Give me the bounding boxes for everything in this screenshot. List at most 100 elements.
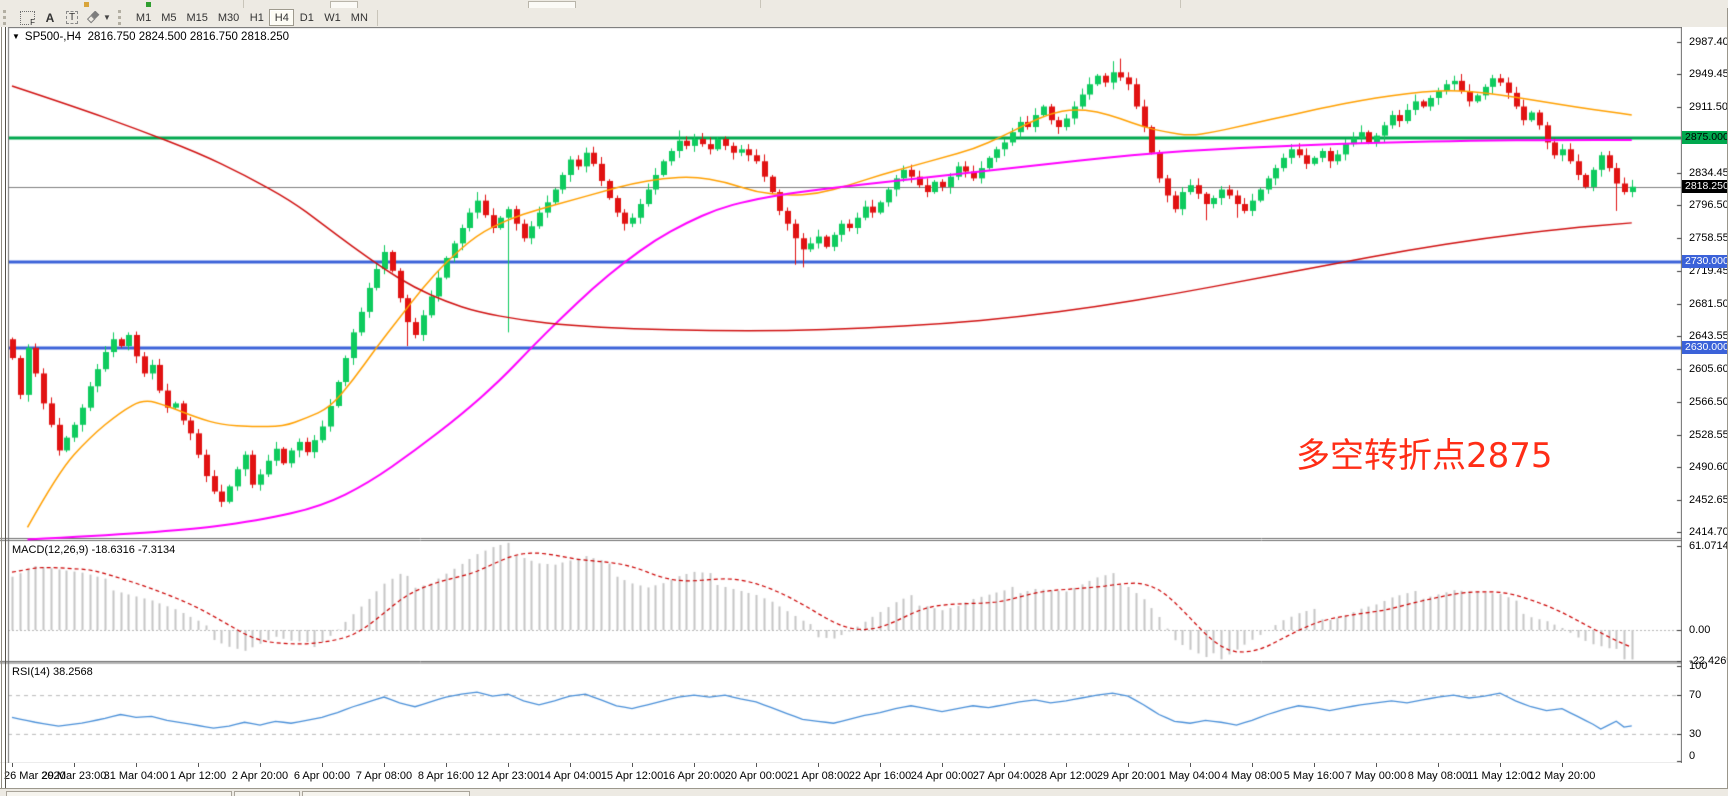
time-axis-label: 20 Apr 00:00 <box>724 770 788 782</box>
rsi-tick-label: 100 <box>1689 660 1708 672</box>
time-axis-tick <box>1190 763 1191 767</box>
time-axis-label: 31 Mar 04:00 <box>103 770 169 782</box>
clipped-icon <box>146 2 151 7</box>
time-axis-tick <box>880 763 881 767</box>
timeframe-button-w1[interactable]: W1 <box>319 9 346 26</box>
timeframe-button-h1[interactable]: H1 <box>244 9 269 26</box>
time-axis-tick <box>570 763 571 767</box>
time-axis-label: 16 Apr 20:00 <box>662 770 726 782</box>
label-tool-button[interactable]: T <box>61 9 83 26</box>
clipped-lower-panel <box>0 788 1728 796</box>
boxed-t-icon: T <box>65 11 79 24</box>
shapes-tool-button[interactable]: ▼ <box>83 9 115 26</box>
time-axis-label: 7 May 00:00 <box>1345 770 1407 782</box>
time-axis-label: 11 May 12:00 <box>1467 770 1533 782</box>
time-axis-tick <box>1252 763 1253 767</box>
time-axis-tick <box>136 763 137 767</box>
toolbar-separator <box>760 0 761 8</box>
time-axis-label: 6 Apr 00:00 <box>293 770 351 782</box>
toolbar-separator <box>243 0 244 8</box>
time-axis-label: 8 Apr 16:00 <box>417 770 475 782</box>
clipped-panel-segment <box>302 791 470 796</box>
grid-f-icon: F <box>20 10 35 27</box>
price-tick-label: 2490.600 <box>1689 461 1728 474</box>
price-tick-label: 2758.550 <box>1689 231 1728 244</box>
price-tick-label: 2949.450 <box>1689 68 1728 81</box>
price-tick-label: 2605.600 <box>1689 362 1728 375</box>
chart-title: ▼ SP500-,H4 2816.750 2824.500 2816.750 28… <box>12 31 289 43</box>
time-axis-tick <box>1500 763 1501 767</box>
price-badge: 2630.000 <box>1682 340 1728 354</box>
time-axis-tick <box>1066 763 1067 767</box>
time-axis-label: 14 Apr 04:00 <box>538 770 602 782</box>
window-edge <box>1 27 2 788</box>
time-axis-label: 28 Apr 12:00 <box>1034 770 1098 782</box>
time-axis-tick <box>1562 763 1563 767</box>
time-axis-label: 29 Mar 23:00 <box>41 770 107 782</box>
macd-tick-label: -22.4269 <box>1689 654 1728 667</box>
time-axis-label: 29 Apr 20:00 <box>1096 770 1160 782</box>
time-axis-label: 2 Apr 20:00 <box>231 770 289 782</box>
price-badge: 2818.250 <box>1682 179 1728 193</box>
price-badge: 2875.000 <box>1682 131 1728 145</box>
clipped-button <box>528 1 576 8</box>
shapes-icon <box>87 11 101 24</box>
price-tick-label: 2834.450 <box>1689 166 1728 179</box>
price-tick-label: 2796.500 <box>1689 199 1728 212</box>
price-tick-label: 2719.450 <box>1689 265 1728 278</box>
timeframe-button-m30[interactable]: M30 <box>213 9 244 26</box>
timeframe-button-d1[interactable]: D1 <box>294 9 319 26</box>
timeframe-button-m1[interactable]: M1 <box>131 9 156 26</box>
chevron-down-icon: ▼ <box>12 32 20 41</box>
toolbar-separator <box>1180 0 1181 8</box>
time-axis-label: 22 Apr 16:00 <box>848 770 912 782</box>
timeframe-button-m15[interactable]: M15 <box>181 9 212 26</box>
time-axis-tick <box>260 763 261 767</box>
rsi-pane-label: RSI(14) 38.2568 <box>12 666 93 678</box>
clipped-icon <box>84 2 89 7</box>
time-axis-label: 12 May 20:00 <box>1528 770 1596 782</box>
time-axis-tick <box>632 763 633 767</box>
timeframe-button-h4[interactable]: H4 <box>269 9 295 26</box>
window-edge <box>5 27 6 788</box>
timeframe-group: M1 M5 M15 M30 H1 H4 D1 W1 MN <box>131 9 373 26</box>
toolbar-grip[interactable] <box>117 10 128 25</box>
chart-window: ▼ SP500-,H4 2816.750 2824.500 2816.750 28… <box>0 27 1728 788</box>
time-axis-label: 21 Apr 08:00 <box>786 770 850 782</box>
time-axis-label: 7 Apr 08:00 <box>355 770 413 782</box>
time-axis-tick <box>1314 763 1315 767</box>
time-axis-tick <box>322 763 323 767</box>
price-tick-label: 2911.500 <box>1689 100 1728 113</box>
symbol-timeframe: SP500-,H4 <box>24 31 82 43</box>
time-axis[interactable]: 26 Mar 2020 29 Mar 23:00 31 Mar 04:00 1 Apr… <box>0 763 1682 788</box>
price-tick-label: 2452.650 <box>1689 493 1728 506</box>
clipped-button <box>330 1 358 8</box>
timeframe-button-m5[interactable]: M5 <box>156 9 181 26</box>
time-axis-tick <box>694 763 695 767</box>
time-axis-label: 8 May 08:00 <box>1407 770 1469 782</box>
time-axis-label: 1 May 04:00 <box>1159 770 1221 782</box>
time-axis-label: 24 Apr 00:00 <box>910 770 974 782</box>
time-axis-tick <box>1376 763 1377 767</box>
price-chart-canvas[interactable] <box>0 27 1682 788</box>
macd-pane-label: MACD(12,26,9) -18.6316 -7.3134 <box>12 544 176 556</box>
macd-tick-label: 61.0714 <box>1689 539 1728 552</box>
price-tick-label: 2528.550 <box>1689 428 1728 441</box>
time-axis-tick <box>12 763 13 767</box>
price-tick-label: 2566.500 <box>1689 396 1728 409</box>
text-tool-button[interactable]: A <box>39 9 61 26</box>
time-axis-tick <box>1004 763 1005 767</box>
rsi-tick-label: 30 <box>1689 727 1702 740</box>
indicator-f-button[interactable]: F <box>16 9 39 27</box>
macd-tick-label: 0.00 <box>1689 624 1711 636</box>
rsi-tick-label: 0 <box>1689 750 1696 762</box>
time-axis-label: 1 Apr 12:00 <box>169 770 227 782</box>
clipped-panel-segment <box>6 791 232 796</box>
time-axis-tick <box>942 763 943 767</box>
time-axis-label: 15 Apr 12:00 <box>600 770 664 782</box>
timeframe-button-mn[interactable]: MN <box>346 9 373 26</box>
drawing-toolbar: F A T ▼ M1 M5 M15 M30 H1 H4 D1 W1 MN <box>0 8 1728 28</box>
toolbar-grip[interactable] <box>3 10 13 25</box>
price-axis[interactable]: 2987.400 2949.450 2911.500 2834.450 2796.500… <box>1682 27 1728 788</box>
